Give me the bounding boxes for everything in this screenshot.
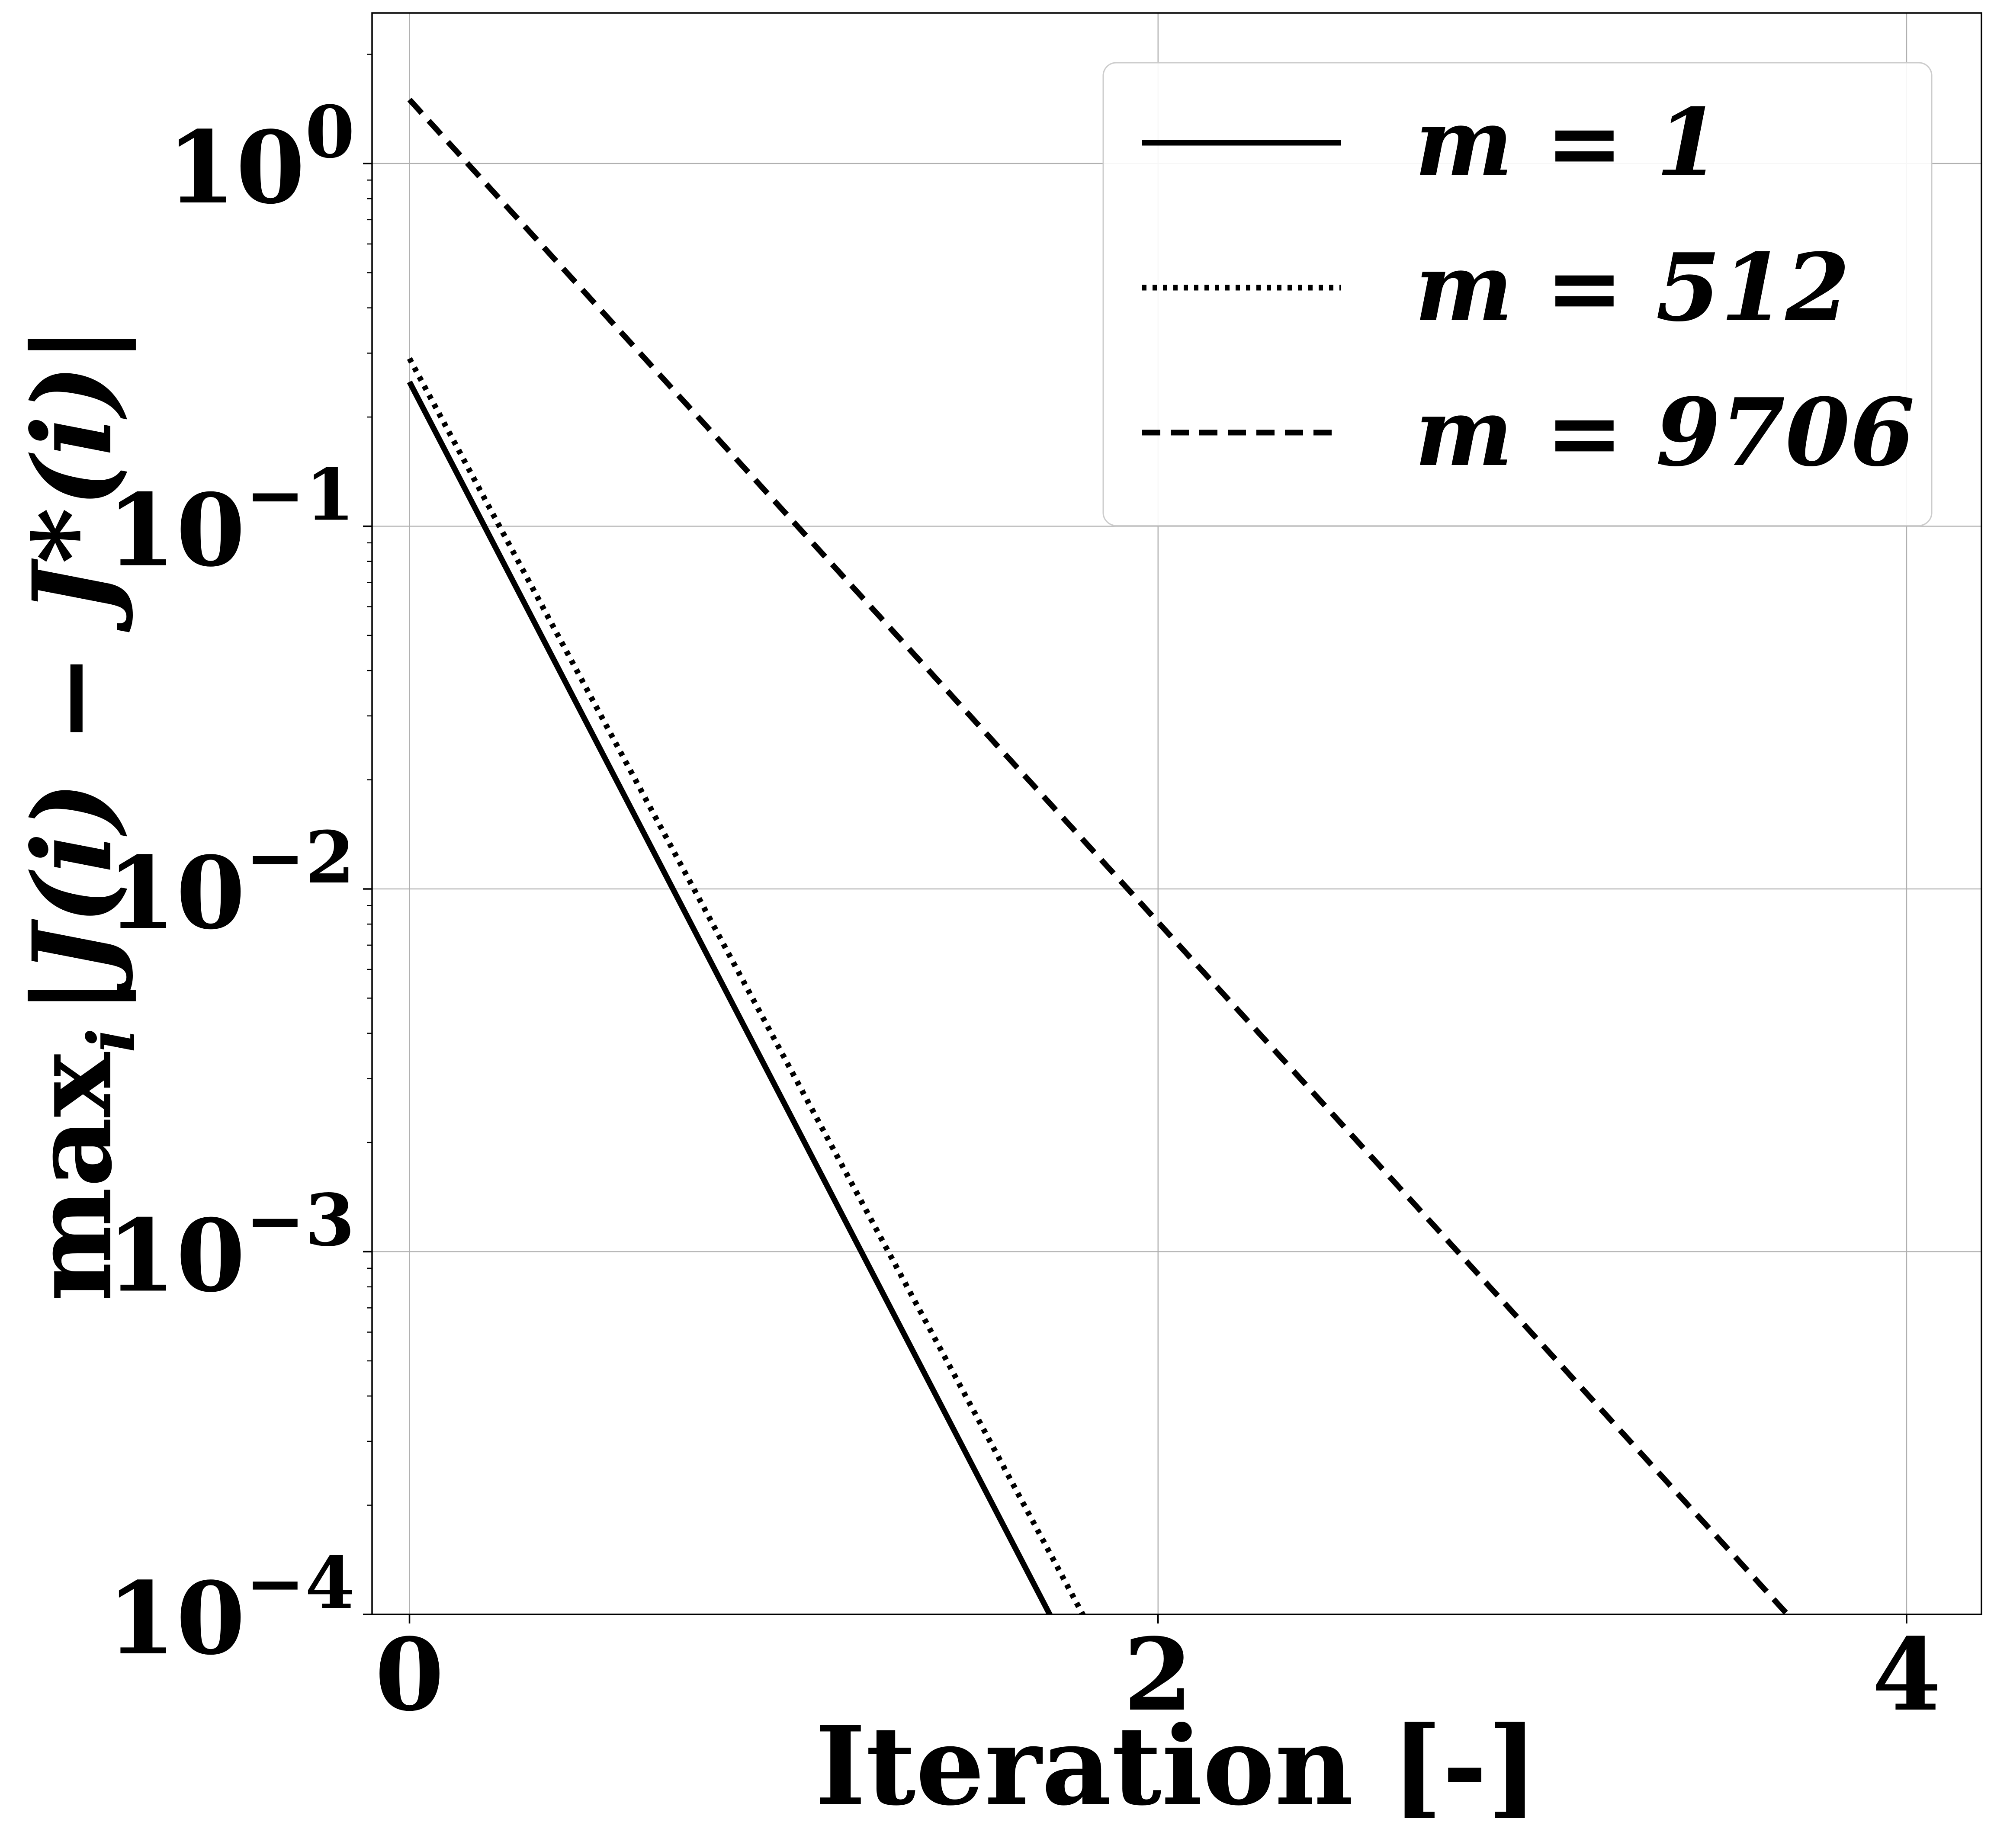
y-tick-exponent: −2 <box>245 815 355 899</box>
y-tick-base: 10 <box>107 472 245 589</box>
y-tick-base: 10 <box>167 109 305 226</box>
y-axis-label-body: |J(i) − J*(i)| <box>9 325 136 1015</box>
y-tick-exponent: −1 <box>245 452 355 536</box>
y-tick-label: 10−3 <box>107 1178 355 1314</box>
y-tick-base: 10 <box>107 1560 245 1677</box>
legend-label: m = 512 <box>1415 233 1850 342</box>
y-tick-exponent: −4 <box>245 1541 355 1625</box>
series-line <box>407 357 1086 1614</box>
x-tick-label: 4 <box>1872 1617 1941 1733</box>
y-tick-exponent: 0 <box>305 90 355 174</box>
plot-series <box>407 97 1792 1614</box>
y-tick-exponent: −3 <box>245 1178 355 1262</box>
legend-box <box>1102 62 1933 526</box>
y-tick-label: 10−1 <box>107 452 355 589</box>
legend-label: m = 1 <box>1415 88 1721 197</box>
y-tick-label: 100 <box>167 90 355 226</box>
legend: m = 1 m = 512 m = 9706 <box>1102 62 1933 526</box>
y-tick-base: 10 <box>107 1197 245 1314</box>
y-axis-label-prefix: max <box>9 1052 136 1302</box>
minor-ticks <box>367 54 372 1506</box>
y-tick-label: 10−2 <box>107 815 355 952</box>
y-tick-base: 10 <box>107 835 245 952</box>
legend-label: m = 9706 <box>1415 378 1915 487</box>
plot-frame <box>371 12 1982 1615</box>
x-tick-label: 0 <box>375 1617 444 1733</box>
series-line <box>407 380 1053 1614</box>
x-axis-label: Iteration [-] <box>815 1702 1538 1829</box>
y-axis-label-subscript: i <box>74 1028 150 1053</box>
y-axis-label: maxi |J(i) − J*(i)| <box>9 325 150 1302</box>
y-tick-label: 10−4 <box>107 1541 355 1677</box>
x-tick-label: 2 <box>1124 1617 1193 1733</box>
